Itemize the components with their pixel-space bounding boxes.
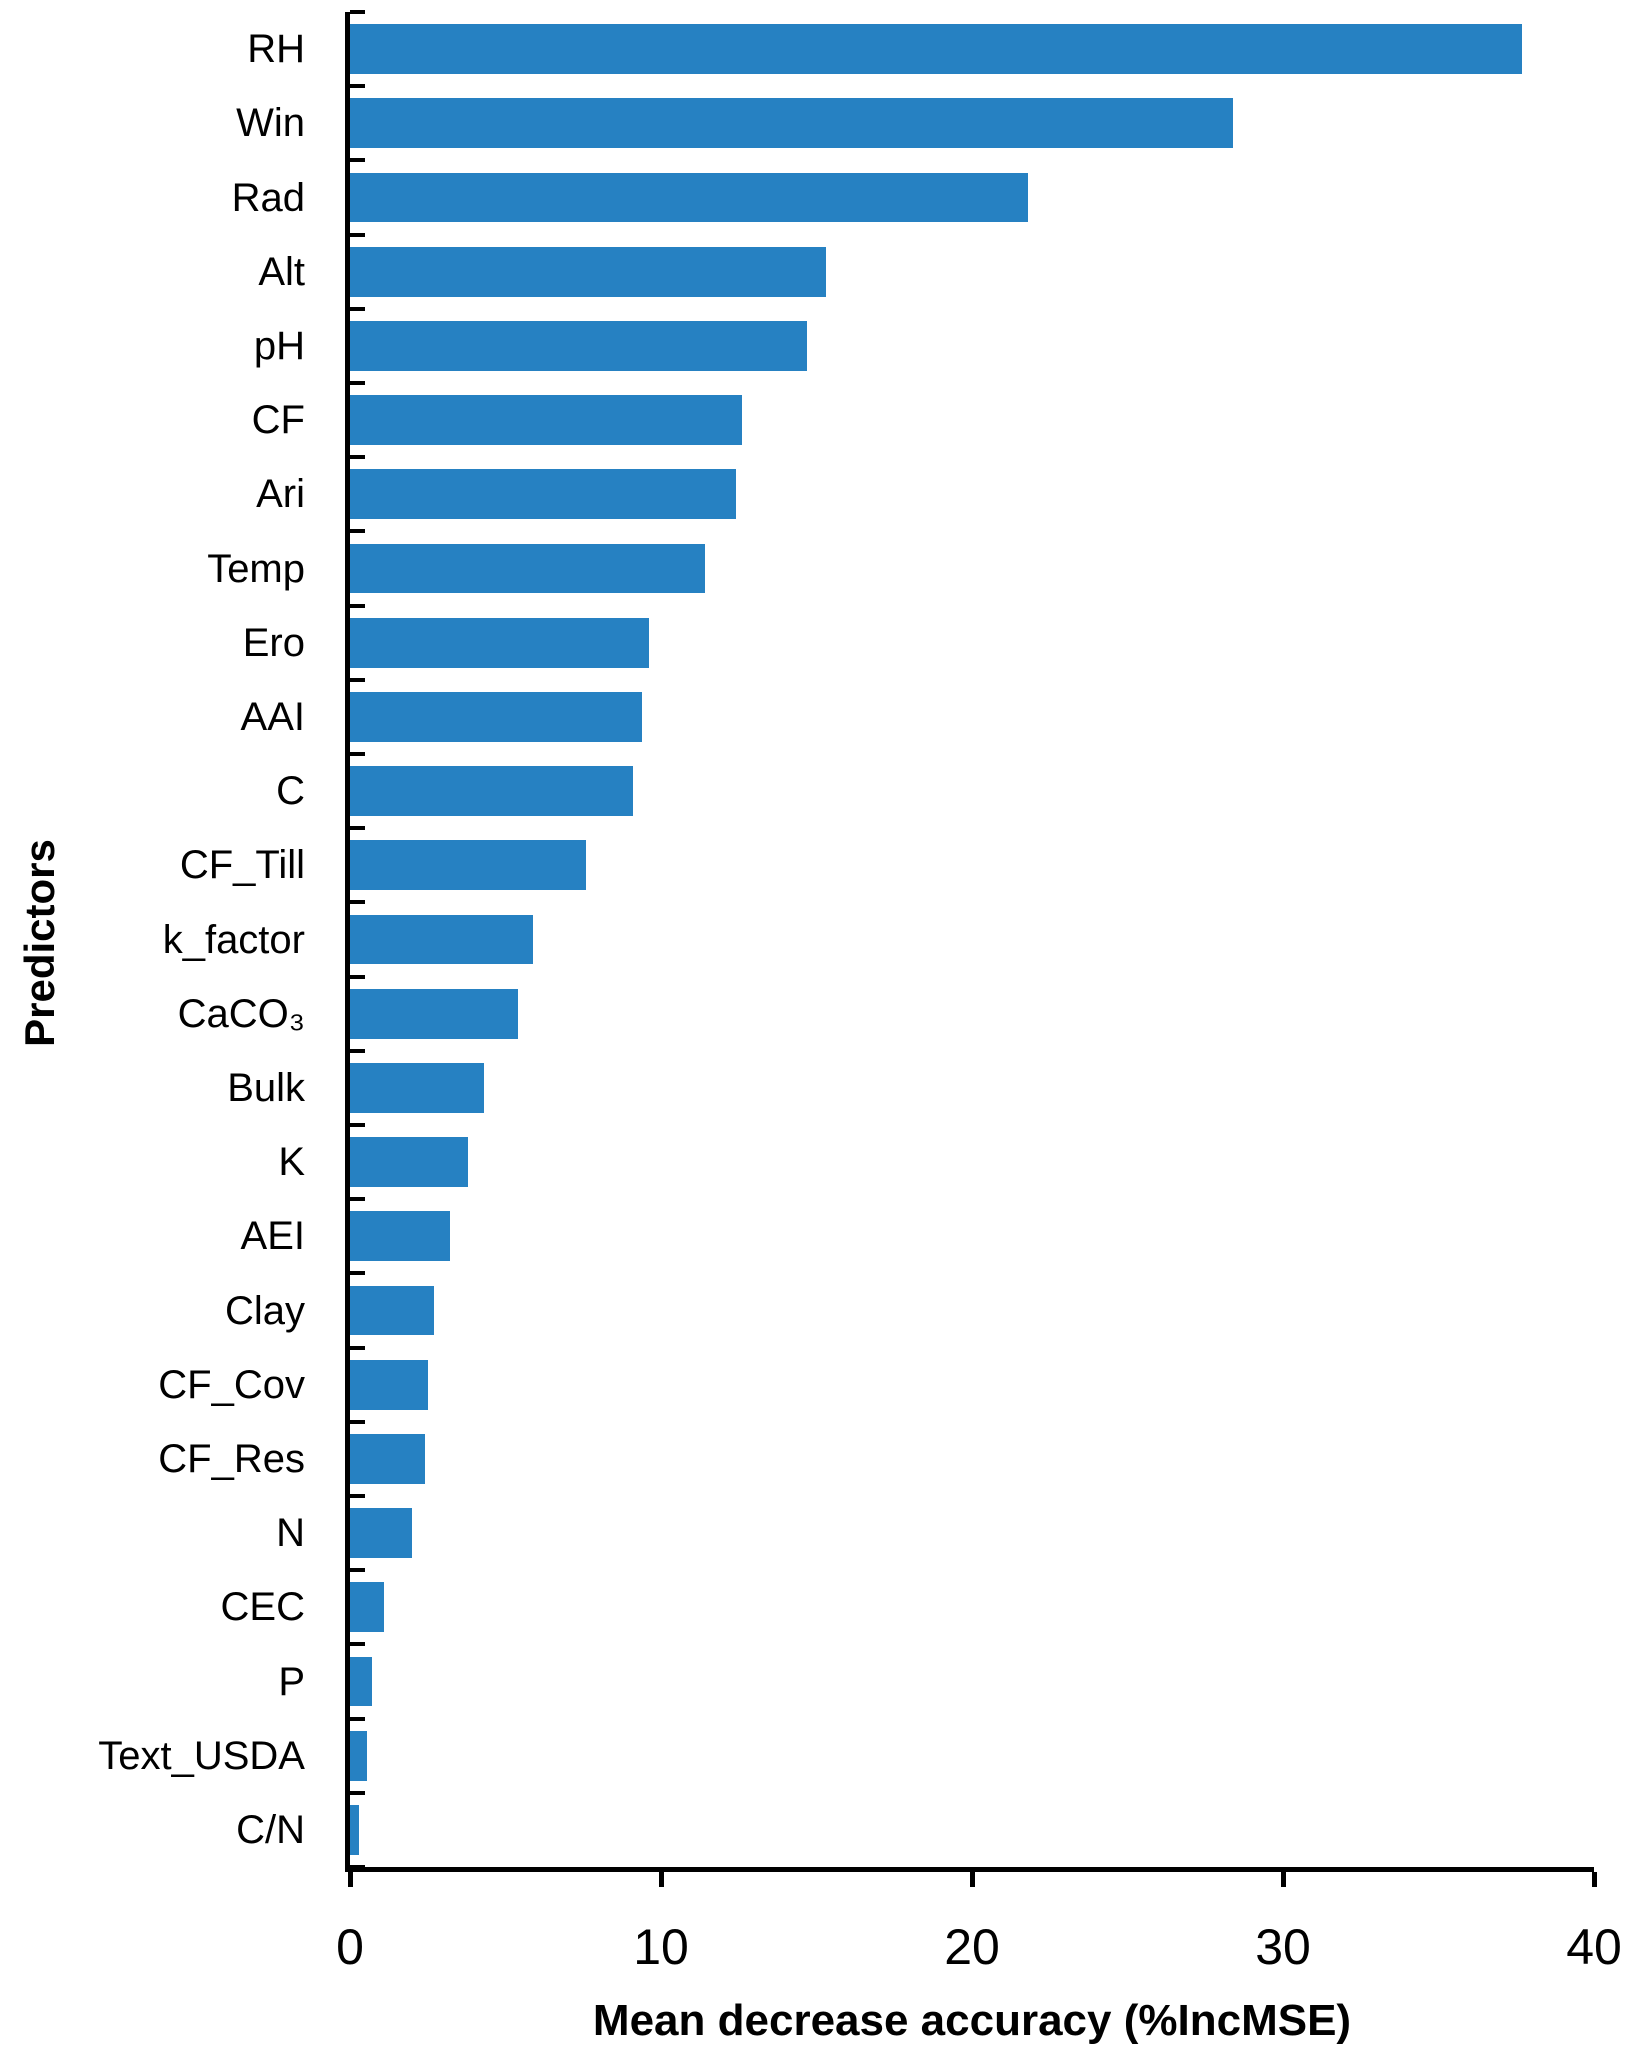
y-axis-tick	[350, 381, 365, 385]
y-axis-tick	[350, 1790, 365, 1795]
x-tick-label: 10	[633, 1919, 689, 1975]
bar	[350, 320, 808, 371]
y-axis-tick	[350, 677, 365, 682]
bar	[350, 1508, 413, 1559]
y-axis-tick	[350, 900, 365, 905]
category-label: Text_USDA	[98, 1733, 305, 1778]
category-label: Bulk	[227, 1065, 305, 1110]
category-label: CF	[251, 398, 305, 443]
category-label: K	[278, 1140, 305, 1185]
y-axis-tick	[350, 1716, 365, 1721]
y-axis-tick	[350, 455, 365, 460]
y-axis-tick	[350, 826, 365, 831]
bar	[350, 1730, 368, 1781]
bar	[350, 914, 534, 965]
y-axis-tick	[350, 1494, 365, 1498]
category-label: Ero	[242, 620, 305, 665]
category-label: CF_Till	[179, 843, 305, 888]
category-label: Ari	[256, 472, 305, 517]
category-label: Win	[236, 101, 305, 146]
y-axis-tick	[350, 1048, 365, 1053]
x-tick-label: 20	[944, 1919, 1000, 1975]
x-tick-label: 40	[1566, 1919, 1622, 1975]
category-label: AAI	[240, 694, 305, 739]
category-label: C	[276, 769, 305, 814]
bar	[350, 840, 587, 891]
y-axis-tick	[350, 306, 365, 311]
x-tick-label: 0	[336, 1919, 364, 1975]
y-axis-tick	[350, 603, 365, 608]
bar	[350, 543, 705, 594]
y-axis-tick	[350, 1642, 365, 1647]
y-axis-tick	[350, 232, 365, 237]
bar	[350, 1285, 434, 1336]
y-axis-tick	[350, 158, 365, 163]
bar	[350, 1137, 469, 1188]
bar	[350, 1433, 425, 1484]
bar	[350, 1582, 385, 1633]
category-label: RH	[247, 27, 305, 72]
bar	[350, 24, 1523, 75]
bar	[350, 1359, 428, 1410]
bar	[350, 766, 633, 817]
bar	[350, 172, 1028, 223]
bar	[350, 988, 518, 1039]
y-axis-tick	[350, 1568, 365, 1573]
category-axis-labels: RH Win Rad Alt pH CF Ari Temp Ero AAI C CF_Till k_fa…	[0, 0, 305, 2060]
category-label: Rad	[231, 175, 305, 220]
category-label: CF_Res	[158, 1436, 305, 1481]
bar	[350, 469, 736, 520]
category-label: N	[276, 1511, 305, 1556]
y-axis-tick	[350, 529, 365, 534]
x-axis-tick	[659, 1872, 664, 1887]
bar	[350, 1062, 484, 1113]
category-label: CaCO₃	[177, 991, 305, 1036]
category-label: Clay	[224, 1288, 305, 1333]
bar	[350, 246, 826, 297]
y-axis-tick	[350, 1419, 365, 1424]
plot-area	[345, 10, 1597, 1887]
bar	[350, 1656, 372, 1707]
bar	[350, 1804, 360, 1855]
category-label: Temp	[207, 546, 305, 591]
y-axis-tick	[350, 1865, 365, 1869]
y-axis-tick	[350, 1197, 365, 1202]
y-axis-tick	[350, 974, 365, 979]
bar	[350, 617, 649, 668]
category-label: CEC	[220, 1585, 305, 1630]
bar	[350, 98, 1234, 149]
y-axis-tick	[350, 1345, 365, 1350]
bar	[350, 1211, 450, 1262]
category-label: AEI	[240, 1214, 305, 1259]
bar	[350, 395, 742, 446]
y-axis-tick	[350, 1271, 365, 1276]
y-axis-tick	[350, 84, 365, 89]
bar	[350, 691, 643, 742]
category-label: Alt	[258, 249, 305, 294]
category-label: P	[278, 1659, 305, 1704]
y-axis-tick	[350, 10, 365, 14]
x-axis-tick	[970, 1872, 975, 1887]
x-tick-label: 30	[1255, 1919, 1311, 1975]
x-axis-tick	[1281, 1872, 1286, 1887]
x-axis-title: Mean decrease accuracy (%IncMSE)	[592, 1996, 1352, 2045]
x-axis-tick	[348, 1872, 353, 1887]
category-label: CF_Cov	[158, 1362, 305, 1407]
category-label: k_factor	[162, 917, 305, 962]
y-axis-tick	[350, 1123, 365, 1127]
category-label: pH	[253, 323, 305, 368]
y-axis-tick	[350, 752, 365, 756]
category-label: C/N	[236, 1807, 305, 1852]
x-axis-tick	[1592, 1872, 1597, 1887]
